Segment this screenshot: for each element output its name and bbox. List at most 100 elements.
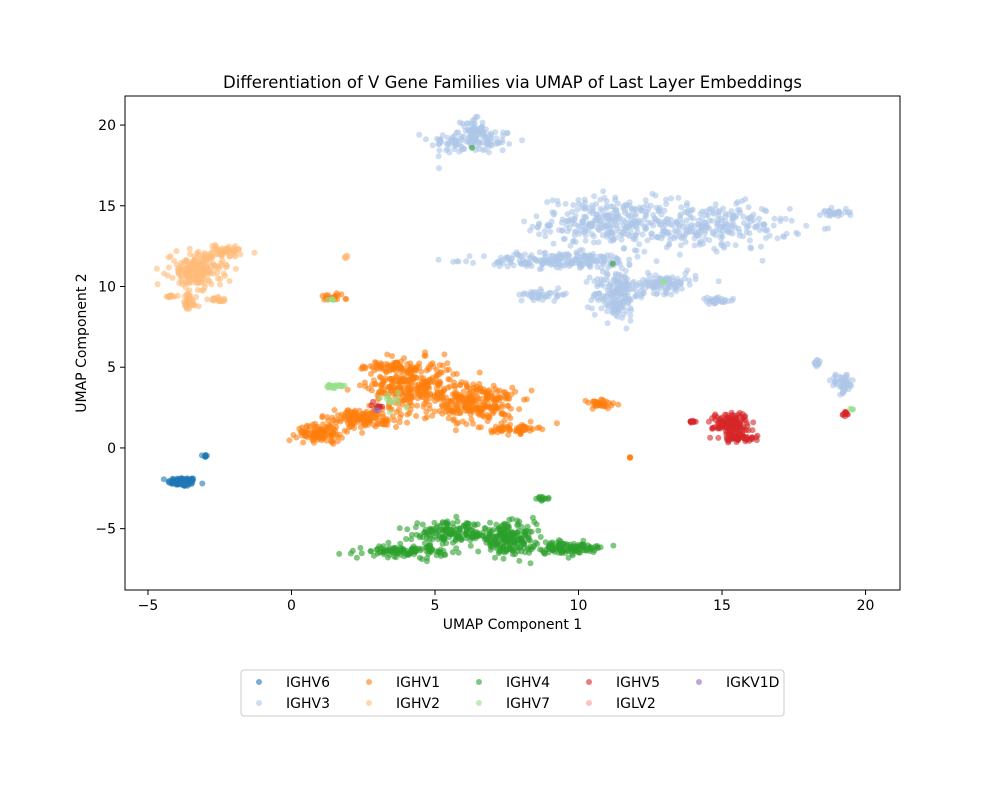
point-ighv4-3-91 [423, 544, 430, 551]
point-ighv3-3-30 [758, 243, 764, 250]
legend-label-ighv4: IGHV4 [506, 675, 550, 691]
point-ighv3-3-101 [821, 225, 828, 232]
point-ighv4-3-60 [367, 548, 374, 554]
point-ighv3-2-36 [566, 225, 573, 232]
point-ighv1-1-225 [497, 394, 504, 401]
point-ighv4-0-149 [487, 542, 494, 549]
point-ighv3-3-195 [685, 207, 692, 214]
point-ighv3-0-91 [416, 131, 423, 138]
point-ighv4-1-66 [396, 525, 403, 532]
point-ighv4-2-116 [579, 541, 586, 548]
point-ighv1-7-26 [605, 405, 611, 412]
point-ighv3-3-187 [691, 242, 698, 249]
point-ighv7-1-4 [403, 404, 410, 411]
point-ighv4-4-10 [539, 494, 546, 500]
point-ighv4-1-120 [413, 531, 420, 538]
point-ighv2-1-55 [230, 247, 237, 254]
point-ighv3-2-277 [572, 239, 579, 245]
point-ighv3-3-169 [687, 214, 694, 221]
point-ighv3-3-204 [673, 228, 680, 235]
point-ighv1-3-95 [318, 427, 325, 434]
point-ighv3-3-90 [641, 216, 648, 223]
point-ighv1-3-87 [298, 428, 305, 435]
point-ighv1-1-226 [489, 408, 496, 415]
point-ighv3-2-26 [533, 213, 540, 220]
point-ighv2-0-173 [173, 261, 180, 268]
point-ighv3-2-267 [559, 227, 566, 234]
point-ighv3-0-47 [444, 145, 451, 152]
point-ighv1-6-22 [335, 292, 342, 299]
point-ighv3-0-116 [429, 142, 436, 149]
point-ighv2-1-37 [195, 248, 202, 255]
point-ighv1-1-212 [452, 392, 459, 399]
point-ighv3-5-187 [568, 259, 575, 265]
point-ighv4-0-139 [467, 542, 474, 549]
point-ighv3-3-42 [712, 201, 719, 208]
y-tick-label: 10 [98, 279, 116, 295]
point-ighv4-0-89 [492, 554, 498, 561]
point-ighv2-0-187 [200, 287, 207, 294]
point-ighv2-0-64 [153, 265, 160, 272]
point-ighv2-0-188 [191, 256, 198, 263]
point-ighv2-2-34 [193, 294, 200, 300]
point-ighv4-1-138 [426, 536, 433, 543]
point-ighv4-1-100 [435, 536, 442, 543]
point-ighv4-3-94 [416, 554, 423, 561]
point-ighv5-4-5 [370, 398, 376, 405]
chart-title: Differentiation of V Gene Families via U… [223, 73, 802, 92]
point-ighv3-6-100 [633, 288, 640, 295]
point-ighv5-0-140 [715, 424, 722, 431]
point-ighv3-2-233 [595, 239, 602, 246]
point-ighv3-6-85 [715, 278, 722, 285]
point-ighv3-3-133 [745, 204, 752, 211]
point-ighv4-3-104 [382, 548, 389, 555]
point-ighv3-2-191 [527, 227, 534, 234]
x-tick-label: −5 [138, 598, 159, 614]
point-ighv3-3-77 [762, 235, 769, 241]
point-ighv3-1-39 [467, 132, 474, 138]
point-ighv3-2-214 [572, 212, 579, 219]
point-ighv2-0-198 [211, 262, 218, 269]
point-ighv4-6-0 [609, 260, 616, 267]
point-ighv4-1-97 [427, 527, 434, 534]
point-ighv3-4-138 [614, 313, 621, 320]
point-ighv1-1-236 [459, 394, 466, 401]
point-ighv3-6-104 [668, 291, 675, 298]
point-ighv3-3-129 [803, 222, 810, 229]
point-ighv1-1-59 [441, 387, 448, 394]
point-ighv3-2-278 [545, 221, 551, 228]
point-ighv3-5-181 [563, 253, 570, 260]
point-ighv1-5-49 [534, 425, 541, 431]
point-ighv5-0-114 [743, 420, 750, 427]
point-ighv1-3-93 [324, 429, 331, 436]
point-ighv3-2-184 [675, 194, 682, 201]
point-ighv3-2-269 [601, 224, 607, 230]
point-ighv1-1-179 [485, 413, 492, 420]
point-ighv3-3-214 [761, 221, 768, 228]
point-ighv3-4-126 [610, 289, 617, 296]
point-ighv4-2-129 [569, 543, 576, 550]
point-ighv3-3-225 [661, 219, 668, 225]
point-ighv1-5-51 [506, 427, 513, 434]
point-ighv4-0-179 [522, 532, 529, 539]
point-ighv3-3-254 [744, 215, 751, 222]
point-ighv3-5-185 [594, 264, 601, 270]
point-ighv3-6-93 [617, 272, 624, 279]
point-ighv4-0-199 [516, 544, 523, 551]
point-ighv5-1-43 [715, 434, 722, 441]
point-ighv2-0-69 [154, 281, 161, 288]
point-ighv3-1-28 [473, 134, 479, 141]
point-ighv2-1-24 [232, 253, 239, 260]
point-ighv1-2-135 [344, 413, 351, 420]
point-ighv3-3-109 [620, 205, 627, 212]
point-ighv3-4-80 [606, 282, 613, 289]
point-ighv3-6-71 [642, 285, 648, 292]
point-ighv2-0-131 [175, 270, 182, 277]
point-ighv1-5-58 [517, 429, 524, 436]
point-ighv3-3-224 [611, 229, 618, 236]
point-ighv4-0-56 [516, 557, 523, 564]
point-ighv3-2-254 [563, 217, 570, 224]
point-ighv1-1-110 [505, 402, 511, 409]
legend-label-ighv2: IGHV2 [396, 696, 440, 712]
point-ighv4-0-190 [496, 525, 503, 532]
